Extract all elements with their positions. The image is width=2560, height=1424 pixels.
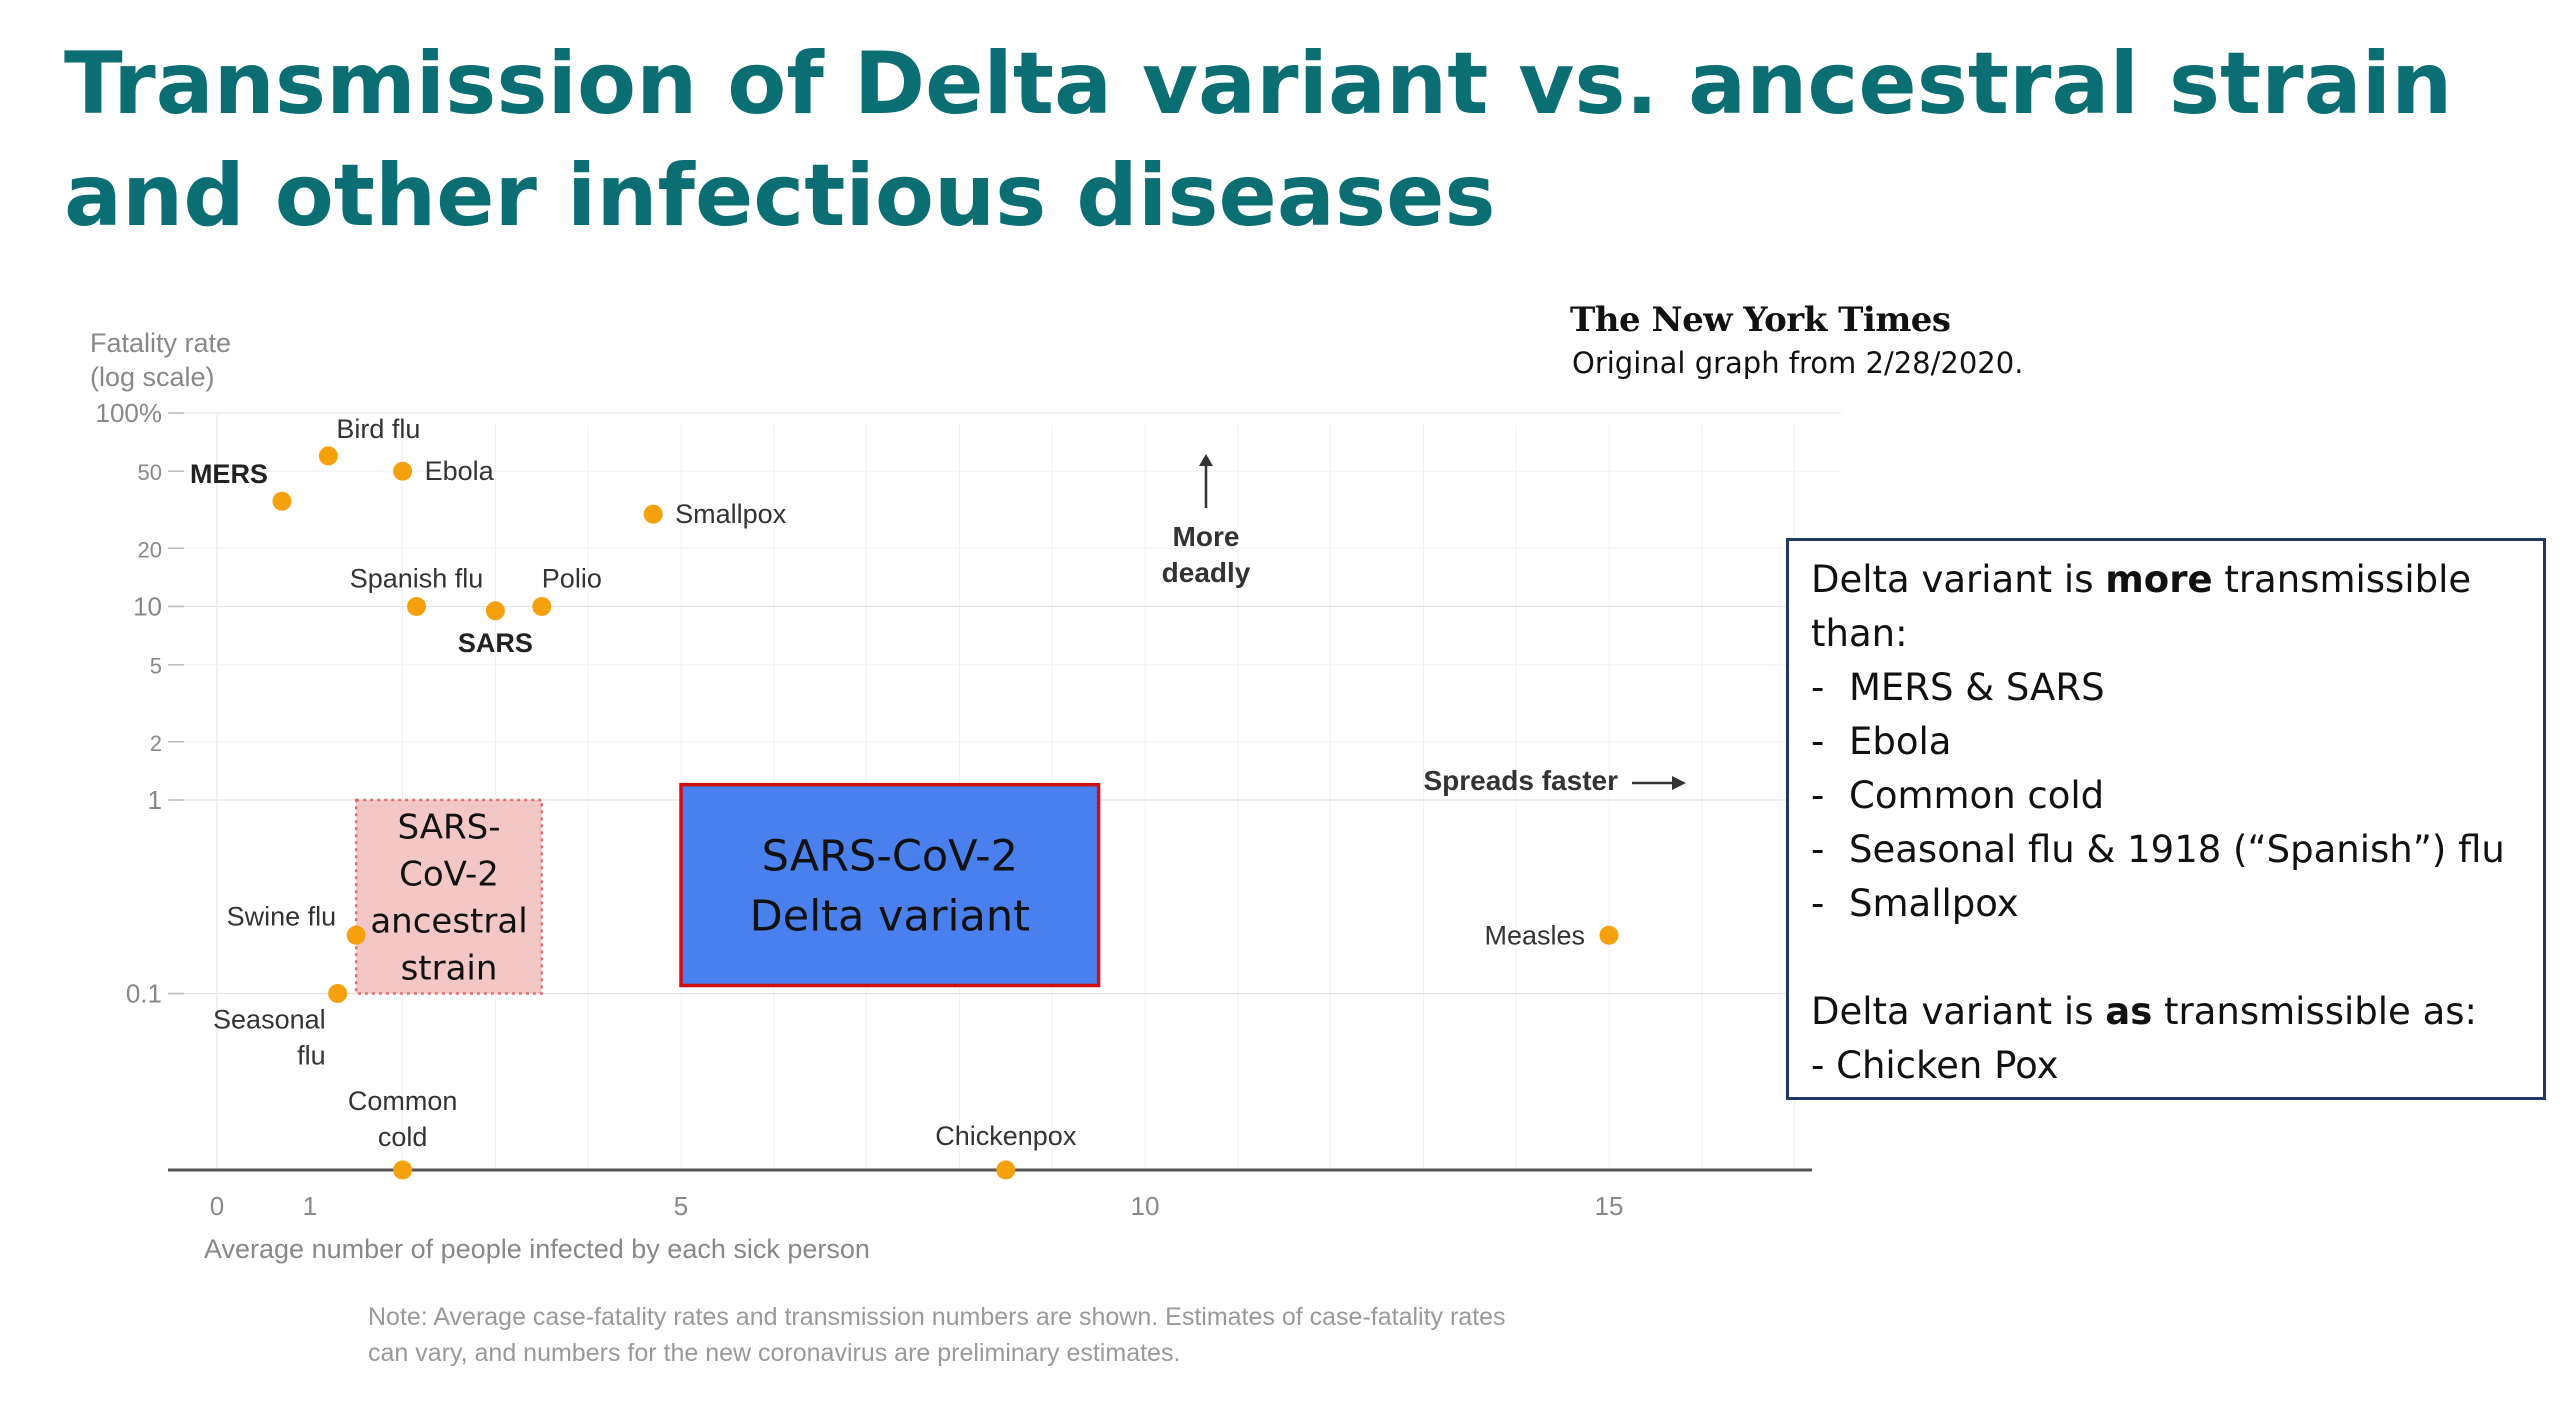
data-point-label: flu	[297, 1041, 326, 1071]
regions: SARS-CoV-2ancestralstrainSARS-CoV-2Delta…	[354, 782, 1101, 995]
y-axis-label: (log scale)	[90, 362, 215, 392]
data-point-label: MERS	[190, 459, 268, 489]
data-point-label: Ebola	[425, 456, 495, 486]
nyt-logo: The New York Times	[1570, 300, 1951, 340]
data-point	[996, 1160, 1016, 1180]
right-arrow-head-icon	[1672, 776, 1686, 790]
y-tick-label: 2	[150, 731, 162, 756]
delta-variant-region	[679, 782, 1101, 988]
y-tick-label: 100%	[96, 398, 163, 428]
data-point	[393, 461, 413, 481]
data-point-label: Chickenpox	[935, 1121, 1077, 1151]
ancestral-strain-label: ancestral	[370, 901, 527, 941]
more-deadly-label: More	[1173, 521, 1240, 552]
data-point-label: Seasonal	[213, 1005, 326, 1035]
x-tick-label: 5	[674, 1191, 688, 1221]
slide-title: Transmission of Delta variant vs. ancest…	[64, 34, 2453, 246]
callout-intro: Delta variant is more transmissible than…	[1811, 558, 2472, 655]
callout-intro-bold: more	[2105, 558, 2213, 601]
ancestral-strain-label: SARS-	[398, 807, 501, 847]
callout-item: - Ebola	[1811, 720, 1952, 763]
delta-variant-label: SARS-CoV-2	[762, 832, 1018, 882]
callout-item: - Seasonal flu & 1918 (“Spanish”) flu	[1811, 828, 2505, 871]
chart-note: can vary, and numbers for the new corona…	[368, 1339, 1180, 1367]
data-point-label: Swine flu	[227, 901, 337, 931]
up-arrow-head-icon	[1199, 454, 1213, 466]
annotations: More deadly Spreads faster Note: Average ca…	[368, 454, 1686, 1367]
callout-item: - Common cold	[1811, 774, 2105, 817]
data-point	[485, 601, 505, 621]
y-tick-label: 0.1	[126, 979, 162, 1009]
y-tick-label: 10	[133, 592, 162, 622]
callout-second: Delta variant is as transmissible as:	[1811, 990, 2477, 1033]
data-point	[393, 1160, 413, 1180]
data-point	[328, 984, 348, 1003]
data-point-label: Measles	[1484, 920, 1585, 950]
data-point-label: Polio	[542, 564, 602, 594]
chart-note: Note: Average case-fatality rates and tr…	[368, 1303, 1506, 1331]
callout-box: Delta variant is more transmissible than…	[1786, 538, 2546, 1100]
callout-second-item: - Chicken Pox	[1811, 1044, 2059, 1087]
x-axis-label: Average number of people infected by eac…	[204, 1234, 870, 1264]
data-point	[1599, 925, 1619, 945]
data-point-label: Common	[348, 1086, 458, 1116]
data-point-label: cold	[378, 1122, 428, 1152]
delta-variant-label: Delta variant	[750, 892, 1030, 942]
y-tick-label: 20	[138, 537, 162, 562]
callout-second-bold: as	[2105, 990, 2153, 1033]
spreads-faster-label: Spreads faster	[1423, 765, 1618, 796]
y-tick-label: 50	[138, 460, 162, 485]
y-tick-label: 5	[150, 654, 162, 679]
data-point-label: Spanish flu	[350, 564, 484, 594]
x-tick-label: 15	[1595, 1191, 1624, 1221]
data-point-label: Smallpox	[675, 499, 787, 529]
y-tick-label: 1	[148, 785, 162, 815]
data-point	[272, 491, 292, 511]
data-point	[643, 504, 663, 524]
x-tick-label: 10	[1131, 1191, 1160, 1221]
data-point	[318, 446, 338, 466]
data-point-label: SARS	[458, 628, 533, 658]
data-point	[407, 597, 427, 616]
source-note: Original graph from 2/28/2020.	[1572, 346, 2024, 380]
y-axis-label: Fatality rate	[90, 328, 231, 358]
ancestral-strain-region	[354, 798, 544, 995]
data-point	[532, 597, 552, 616]
x-tick-label: 0	[210, 1191, 224, 1221]
callout-item: - Smallpox	[1811, 882, 2019, 925]
data-point-label: Bird flu	[336, 414, 420, 444]
ancestral-strain-label: strain	[401, 948, 498, 988]
callout-list: - MERS & SARS - Ebola - Common cold - Season…	[1811, 661, 2525, 931]
more-deadly-label: deadly	[1162, 557, 1251, 588]
callout-item: - MERS & SARS	[1811, 666, 2105, 709]
data-point	[346, 925, 366, 945]
ancestral-strain-label: CoV-2	[399, 854, 499, 894]
x-tick-label: 1	[303, 1191, 317, 1221]
